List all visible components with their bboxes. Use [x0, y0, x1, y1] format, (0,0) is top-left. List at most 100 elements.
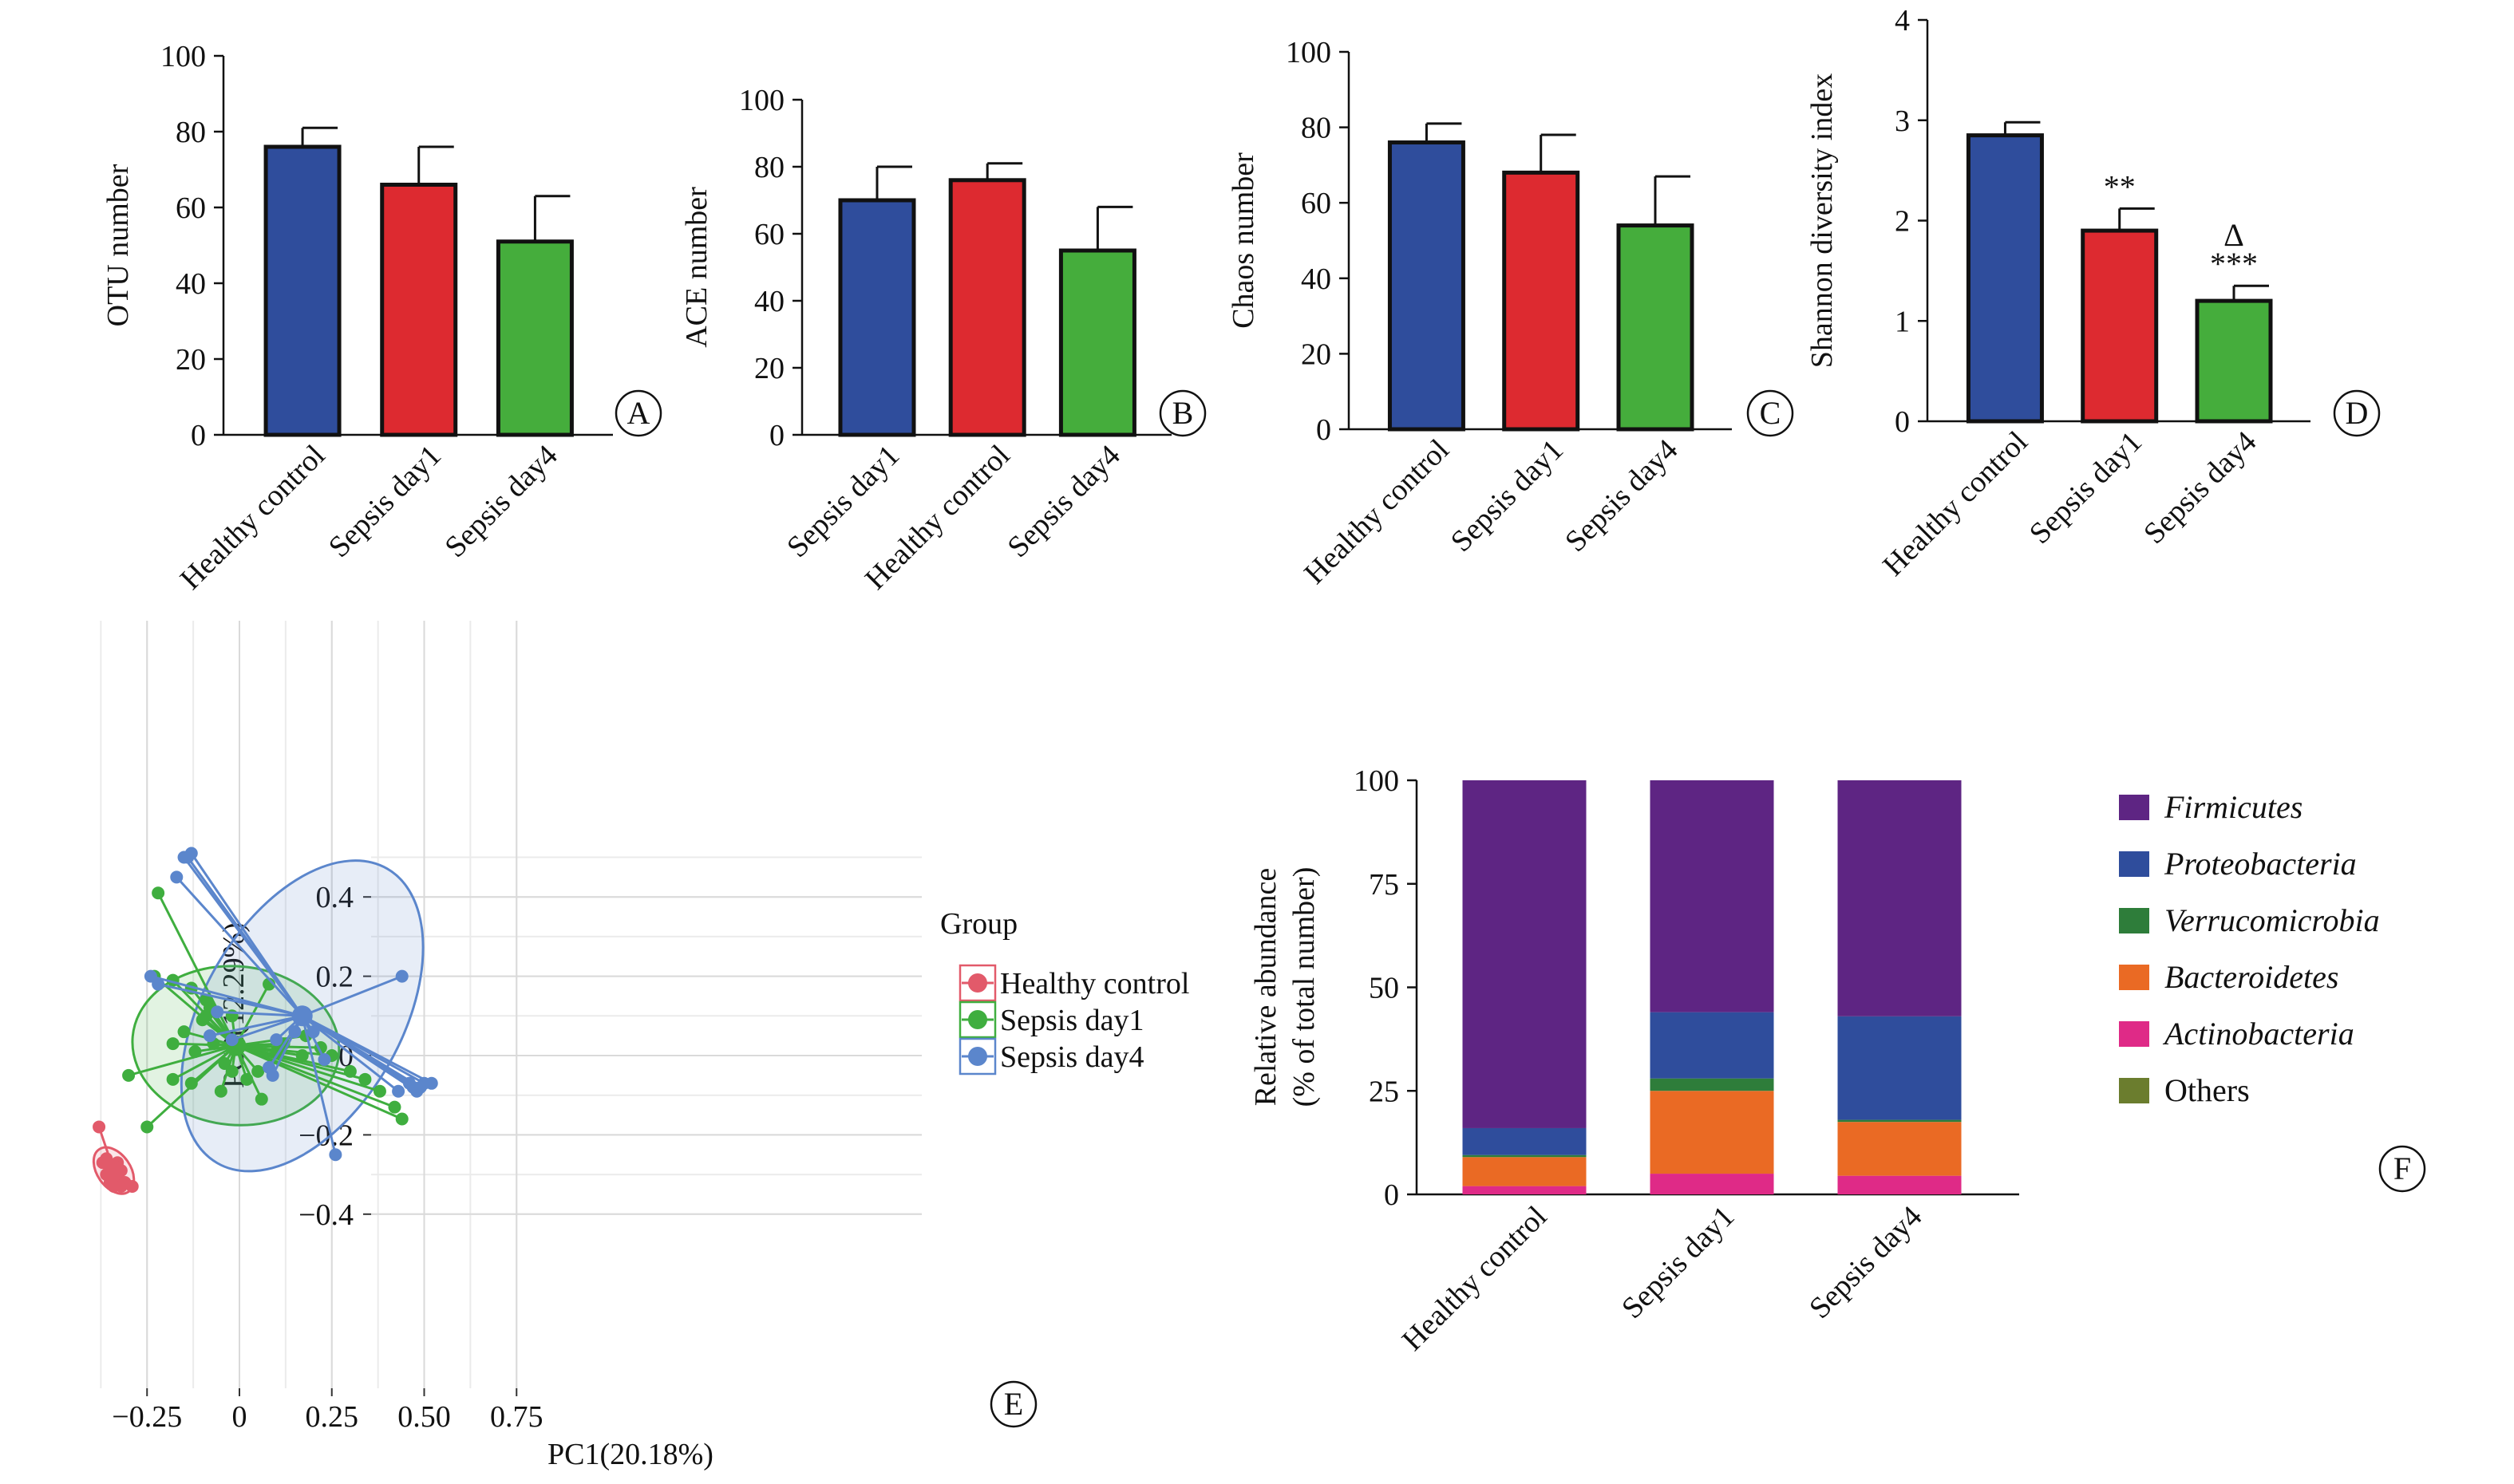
y-tick-label: 100	[1354, 764, 1399, 798]
spider-line	[172, 1044, 237, 1081]
legend-swatch	[2119, 908, 2149, 933]
legend-key-dot	[968, 1010, 987, 1029]
legend-label: Sepsis day4	[1000, 1040, 1144, 1074]
panel-label-circle	[990, 1380, 1038, 1428]
stacked-bar-segment	[1462, 1154, 1587, 1158]
panel-label: A	[627, 395, 650, 431]
significance-annotation: ***	[2210, 246, 2258, 282]
data-point	[425, 1076, 438, 1090]
y-tick-label: 80	[754, 151, 785, 184]
x-tick-label: Sepsis day4	[438, 439, 563, 564]
spider-line	[235, 1044, 381, 1093]
legend-label: Verrucomicrobia	[2164, 902, 2380, 938]
data-point	[93, 1120, 106, 1134]
y-tick-label: 100	[739, 84, 785, 117]
legend-label: Actinobacteria	[2162, 1016, 2354, 1052]
stacked-bar-segment	[1837, 1119, 1962, 1123]
panel-label: E	[1004, 1386, 1023, 1422]
legend-swatch	[2119, 851, 2149, 877]
legend-swatch	[2119, 795, 2149, 820]
legend: Firmicutes Proteobacteria Verrucomicrobia B…	[2119, 789, 2380, 1108]
x-tick-label: Sepsis day4	[2137, 425, 2263, 551]
spider-line	[172, 1042, 236, 1048]
pcoa-panel-E: −0.25 0 0.25 0.50 0.75−0.4−0.200.20.4PC1(20.…	[92, 621, 1189, 1471]
legend-swatch	[2119, 965, 2149, 990]
data-point	[166, 1037, 180, 1051]
stacked-bar-segment	[1837, 780, 1962, 1016]
data-point	[177, 1025, 191, 1039]
y-tick-label: 0	[191, 419, 206, 452]
data-point	[395, 1112, 409, 1126]
x-tick-label: Sepsis day4	[1559, 433, 1684, 558]
bar	[1616, 223, 1694, 432]
stacked-bar-segment	[1837, 1122, 1962, 1176]
pcoa-groups	[92, 847, 438, 1195]
panel-label-circle	[1159, 389, 1207, 437]
x-tick-label: Healthy control	[1396, 1200, 1554, 1358]
y-tick-label: 3	[1895, 105, 1910, 138]
bar	[1966, 133, 2044, 424]
plot-background	[371, 621, 922, 1388]
y-axis-label: ACE number	[680, 187, 713, 348]
stacked-bar-segment	[1650, 1078, 1774, 1091]
spider-line	[235, 1044, 302, 1057]
legend-title: Group	[940, 907, 1018, 941]
y-tick-label: 2	[1895, 205, 1910, 239]
data-point	[211, 1005, 224, 1019]
x-tick-label: 0.75	[490, 1400, 544, 1434]
stacked-bar-segment	[1650, 1174, 1774, 1194]
x-tick-label: Sepsis day4	[1001, 439, 1126, 564]
panel-label-circle	[1746, 389, 1794, 437]
data-point	[152, 977, 165, 991]
y-axis-label: OTU number	[101, 164, 135, 326]
spider-line	[271, 1015, 304, 1076]
y-axis-label: Shannon diversity index	[1805, 73, 1839, 368]
significance-annotation: Δ	[2223, 217, 2244, 253]
data-point	[125, 1180, 139, 1194]
spider-line	[217, 1010, 302, 1017]
data-point	[170, 870, 184, 884]
y-tick-label: 40	[176, 267, 206, 301]
panel-label: C	[1760, 395, 1781, 431]
data-point	[388, 1100, 401, 1114]
legend-label: Bacteroidetes	[2164, 959, 2338, 995]
data-point	[214, 1084, 227, 1098]
y-tick-label: 0	[1384, 1178, 1399, 1212]
y-tick-label: 0.2	[316, 961, 354, 994]
spider-line	[302, 1014, 433, 1085]
x-tick-label: Sepsis day1	[1615, 1200, 1741, 1325]
y-tick-label: 80	[1301, 112, 1331, 145]
y-tick-label: 20	[754, 352, 785, 385]
stacked-bar-segment	[1650, 780, 1774, 1012]
stacked-bar-panel-F: 0 25 50 75 100 Relative abundance (% of total …	[1249, 764, 2426, 1358]
y-tick-label: 50	[1369, 972, 1399, 1005]
data-point	[343, 1064, 357, 1078]
data-point	[200, 1009, 213, 1023]
data-point	[184, 1076, 198, 1090]
spider-line	[157, 983, 303, 1017]
y-tick-label: 60	[754, 218, 785, 251]
legend-label: Others	[2164, 1072, 2250, 1108]
data-point	[225, 1033, 239, 1047]
bar	[838, 198, 916, 437]
group-centroid	[103, 1160, 125, 1182]
bar	[263, 144, 342, 437]
x-tick-label: 0	[232, 1400, 247, 1434]
data-point	[373, 1084, 386, 1098]
spider-line	[156, 892, 237, 1047]
data-point	[266, 1068, 279, 1082]
bar-chart-panel-D: 0 1 2 3 4 Shannon diversity index Healthy cont…	[1805, 4, 2381, 582]
data-point	[358, 1072, 372, 1086]
bar	[380, 183, 458, 437]
y-tick-label: 60	[176, 191, 206, 225]
stacked-bar-segment	[1462, 1186, 1587, 1194]
legend-label: Proteobacteria	[2164, 846, 2357, 882]
stacked-bar-segment	[1462, 1127, 1587, 1155]
spider-line	[176, 876, 303, 1017]
data-point	[295, 1049, 309, 1062]
panel-label-circle	[2378, 1145, 2426, 1193]
data-point	[240, 1072, 254, 1086]
x-tick-label: 0.25	[306, 1400, 359, 1434]
x-tick-label: Sepsis day4	[1803, 1200, 1928, 1325]
